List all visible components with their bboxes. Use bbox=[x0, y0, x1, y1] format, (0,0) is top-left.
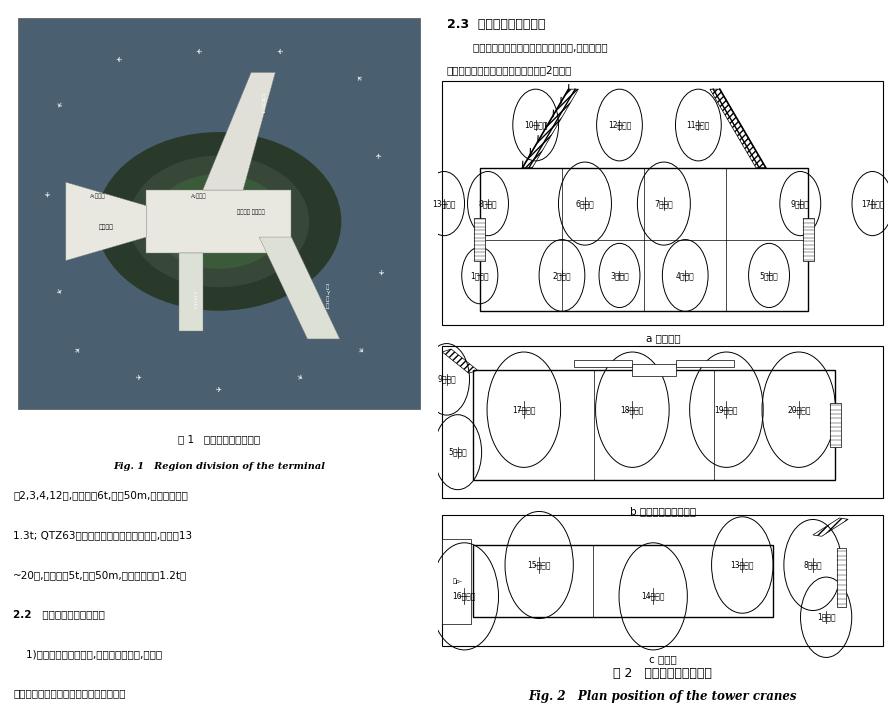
Text: 1.3t; QTZ63型塔式起重机布置在东西指廊,编号为13: 1.3t; QTZ63型塔式起重机布置在东西指廊,编号为13 bbox=[13, 530, 193, 540]
Text: 东、西指廊塔式起重机具体布置如图2所示。: 东、西指廊塔式起重机具体布置如图2所示。 bbox=[447, 65, 572, 75]
Text: 18号塔吊: 18号塔吊 bbox=[621, 405, 644, 414]
FancyBboxPatch shape bbox=[442, 539, 471, 624]
Text: 东
Y
指
廊: 东 Y 指 廊 bbox=[326, 285, 329, 309]
Text: ✈: ✈ bbox=[196, 46, 202, 52]
Text: 图 2   塔式起重机平面位置: 图 2 塔式起重机平面位置 bbox=[614, 667, 712, 680]
Text: ✈: ✈ bbox=[276, 46, 282, 52]
FancyBboxPatch shape bbox=[575, 359, 632, 367]
Text: 6号塔吊: 6号塔吊 bbox=[575, 199, 594, 208]
Text: ✈: ✈ bbox=[115, 54, 121, 60]
Text: 2.2   塔式起重机的定位原则: 2.2 塔式起重机的定位原则 bbox=[13, 609, 105, 619]
Text: 15号塔吊: 15号塔吊 bbox=[527, 561, 551, 570]
Text: 13号塔吊: 13号塔吊 bbox=[432, 199, 456, 208]
Text: 1号塔吊: 1号塔吊 bbox=[817, 613, 836, 622]
Text: 11号塔吊: 11号塔吊 bbox=[686, 121, 710, 129]
Text: ✈: ✈ bbox=[296, 374, 304, 382]
FancyBboxPatch shape bbox=[442, 515, 884, 646]
Text: 8号塔吊: 8号塔吊 bbox=[479, 199, 497, 208]
Text: A₁合同区: A₁合同区 bbox=[91, 193, 106, 199]
Text: 东
指
廊: 东 指 廊 bbox=[194, 292, 196, 309]
Text: ✈: ✈ bbox=[53, 100, 62, 108]
Text: 2.3  塔式起重机平面布置: 2.3 塔式起重机平面布置 bbox=[447, 18, 545, 30]
Text: ✈: ✈ bbox=[43, 191, 49, 197]
Text: 4号塔吊: 4号塔吊 bbox=[676, 271, 694, 280]
Text: b 东指廊塔吊平面布置: b 东指廊塔吊平面布置 bbox=[630, 506, 696, 516]
Text: 20号塔吊: 20号塔吊 bbox=[787, 405, 811, 414]
Text: 7号塔吊: 7号塔吊 bbox=[654, 199, 673, 208]
Text: 3号塔吊: 3号塔吊 bbox=[610, 271, 629, 280]
FancyBboxPatch shape bbox=[18, 18, 420, 409]
Ellipse shape bbox=[129, 155, 309, 287]
Ellipse shape bbox=[153, 174, 285, 269]
Text: 图 1   航站楼区域划分示意: 图 1 航站楼区域划分示意 bbox=[178, 434, 260, 444]
Text: 16号塔吊: 16号塔吊 bbox=[453, 592, 476, 601]
Polygon shape bbox=[178, 253, 202, 331]
Text: 1号塔吊: 1号塔吊 bbox=[471, 271, 489, 280]
Text: 19号塔吊: 19号塔吊 bbox=[715, 405, 738, 414]
Text: 根据以上原则及塔式起重机性能参数,前中心区、: 根据以上原则及塔式起重机性能参数,前中心区、 bbox=[460, 42, 608, 52]
Text: ✈: ✈ bbox=[356, 72, 364, 80]
Text: Fig. 2   Plan position of the tower cranes: Fig. 2 Plan position of the tower cranes bbox=[528, 690, 797, 703]
Polygon shape bbox=[202, 73, 275, 190]
Text: ✈: ✈ bbox=[216, 387, 222, 393]
Text: ✈: ✈ bbox=[377, 152, 383, 157]
Text: 17号塔吊: 17号塔吊 bbox=[512, 405, 535, 414]
Text: ✈: ✈ bbox=[377, 270, 383, 275]
Text: c 西指廊: c 西指廊 bbox=[649, 654, 677, 664]
Text: A₂合同区: A₂合同区 bbox=[191, 193, 207, 199]
Text: ✈: ✈ bbox=[74, 347, 82, 355]
FancyBboxPatch shape bbox=[804, 218, 814, 261]
Text: 14号塔吊: 14号塔吊 bbox=[641, 592, 665, 601]
FancyBboxPatch shape bbox=[837, 548, 846, 606]
Text: Fig. 1   Region division of the terminal: Fig. 1 Region division of the terminal bbox=[113, 462, 325, 472]
FancyBboxPatch shape bbox=[676, 359, 733, 367]
Text: 5号塔吊: 5号塔吊 bbox=[759, 271, 779, 280]
Polygon shape bbox=[259, 237, 340, 339]
FancyBboxPatch shape bbox=[442, 81, 884, 325]
Text: 为2,3,4,12号,最大吊重6t,臂长50m,最大幅度吊重: 为2,3,4,12号,最大吊重6t,臂长50m,最大幅度吊重 bbox=[13, 491, 188, 501]
Text: 5号塔吊: 5号塔吊 bbox=[448, 448, 467, 457]
Text: 式起重机布置时应尽可能避免施工盲区。: 式起重机布置时应尽可能避免施工盲区。 bbox=[13, 688, 125, 698]
Text: 口p-: 口p- bbox=[453, 578, 463, 584]
Text: 9号塔吊: 9号塔吊 bbox=[791, 199, 810, 208]
FancyBboxPatch shape bbox=[442, 346, 884, 498]
Text: ~20号,最大吊重5t,臂长50m,最大幅度吊重1.2t。: ~20号,最大吊重5t,臂长50m,最大幅度吊重1.2t。 bbox=[13, 570, 187, 580]
Text: ✈: ✈ bbox=[53, 288, 62, 296]
Text: ✈: ✈ bbox=[356, 347, 364, 355]
Text: 10号塔吊: 10号塔吊 bbox=[524, 121, 547, 129]
Text: 9号塔吊: 9号塔吊 bbox=[437, 375, 456, 384]
Text: 17号塔吊: 17号塔吊 bbox=[860, 199, 884, 208]
Text: 前中心区: 前中心区 bbox=[99, 225, 114, 230]
FancyBboxPatch shape bbox=[829, 403, 841, 447]
Ellipse shape bbox=[97, 132, 341, 311]
Text: 2号塔吊: 2号塔吊 bbox=[552, 271, 571, 280]
Text: a 前中心区: a 前中心区 bbox=[646, 333, 680, 343]
FancyBboxPatch shape bbox=[632, 364, 676, 376]
FancyBboxPatch shape bbox=[473, 218, 485, 261]
Polygon shape bbox=[66, 182, 147, 261]
Text: 12号塔吊: 12号塔吊 bbox=[607, 121, 631, 129]
Text: ✈: ✈ bbox=[135, 375, 141, 381]
Text: 13号塔吊: 13号塔吊 bbox=[731, 561, 754, 570]
Text: 西
指
廊: 西 指 廊 bbox=[262, 94, 265, 113]
Text: 中央指廊 后中心区: 中央指廊 后中心区 bbox=[237, 209, 265, 215]
FancyBboxPatch shape bbox=[147, 190, 291, 253]
Text: 1)因柱钢模板重量较大,人工搬运不方便,所以塔: 1)因柱钢模板重量较大,人工搬运不方便,所以塔 bbox=[13, 649, 163, 659]
Text: 8号塔吊: 8号塔吊 bbox=[804, 561, 822, 570]
